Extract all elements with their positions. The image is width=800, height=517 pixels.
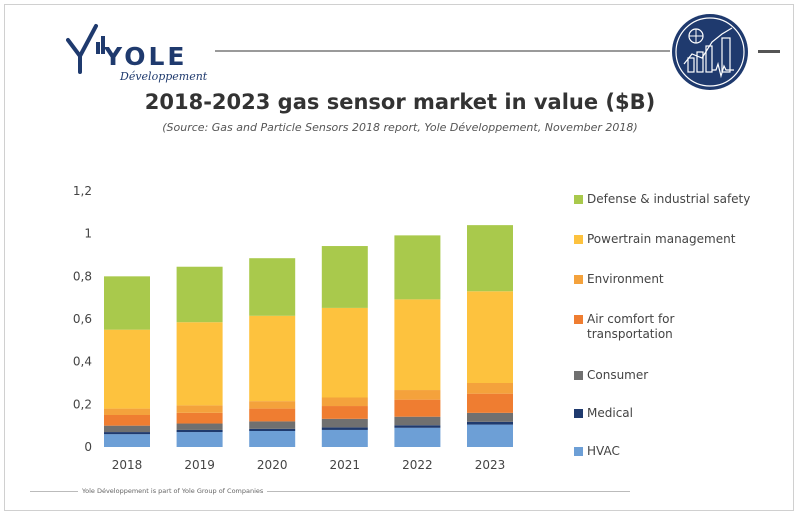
bar-segment-consumer-2023 xyxy=(467,412,513,422)
legend-label: Medical xyxy=(587,406,633,420)
chart-title: 2018-2023 gas sensor market in value ($B… xyxy=(144,90,656,114)
bar-segment-medical-2019 xyxy=(176,429,223,433)
y-tick-label: 0,6 xyxy=(73,312,92,326)
bar-segment-environment-2022 xyxy=(394,390,441,400)
logo-subtitle: Développement xyxy=(120,70,208,83)
bar-segment-medical-2020 xyxy=(249,428,296,431)
x-tick-label: 2018 xyxy=(112,458,143,472)
legend-label: Powertrain management xyxy=(587,232,736,246)
bar-segment-defense-industrial-safety-2019 xyxy=(176,266,223,323)
bar-segment-consumer-2022 xyxy=(394,416,441,426)
footer-text: Yole Développement is part of Yole Group… xyxy=(78,487,268,495)
chart-subtitle: (Source: Gas and Particle Sensors 2018 r… xyxy=(162,121,638,134)
legend-item: Environment xyxy=(574,272,757,287)
bar-segment-environment-2021 xyxy=(321,397,368,407)
bar-segment-environment-2019 xyxy=(176,405,223,413)
bar-segment-powertrain-management-2018 xyxy=(104,329,150,409)
footer-divider xyxy=(30,491,630,492)
bar-segment-environment-2020 xyxy=(249,401,296,409)
legend-swatch xyxy=(574,195,583,204)
bar-segment-medical-2021 xyxy=(321,427,368,430)
legend-swatch xyxy=(574,371,583,380)
slide-frame xyxy=(4,4,794,511)
bar-segment-hvac-2018 xyxy=(104,434,150,447)
yole-logo: YOLE Développement xyxy=(66,20,208,83)
legend-item: Defense & industrial safety xyxy=(574,192,757,207)
bar-segment-defense-industrial-safety-2018 xyxy=(104,276,150,330)
legend-swatch xyxy=(574,447,583,456)
bar-segment-defense-industrial-safety-2023 xyxy=(467,225,513,292)
legend-label: HVAC xyxy=(587,444,620,458)
bar-segment-air-comfort-for-transportation-2021 xyxy=(321,406,368,419)
bar-segment-powertrain-management-2021 xyxy=(321,307,368,398)
bar-segment-air-comfort-for-transportation-2022 xyxy=(394,399,441,417)
yole-logo-icon xyxy=(66,24,105,74)
bar-segment-hvac-2023 xyxy=(467,424,513,447)
x-tick-label: 2020 xyxy=(257,458,288,472)
legend-item: Medical xyxy=(574,406,757,421)
legend-item: Consumer xyxy=(574,368,757,383)
bar-segment-powertrain-management-2019 xyxy=(176,322,223,406)
y-tick-label: 0,8 xyxy=(73,269,92,283)
y-tick-label: 1,2 xyxy=(73,184,92,198)
y-tick-label: 0,2 xyxy=(73,397,92,411)
x-tick-label: 2021 xyxy=(330,458,361,472)
bar-segment-consumer-2019 xyxy=(176,423,223,430)
x-tick-label: 2019 xyxy=(184,458,215,472)
bar-segment-medical-2018 xyxy=(104,432,150,435)
market-chart-badge-icon xyxy=(675,17,745,87)
bar-segment-defense-industrial-safety-2021 xyxy=(321,246,368,308)
legend-label: Consumer xyxy=(587,368,649,382)
bar-segment-environment-2023 xyxy=(467,383,513,394)
bar-segment-air-comfort-for-transportation-2023 xyxy=(467,393,513,413)
logo-name: YOLE xyxy=(104,42,188,71)
bar-segment-hvac-2020 xyxy=(249,431,296,447)
legend-swatch xyxy=(574,235,583,244)
market-chart-badge xyxy=(672,14,748,90)
bar-segment-consumer-2018 xyxy=(104,425,150,433)
bar-segment-consumer-2021 xyxy=(321,418,368,428)
legend-label: Environment xyxy=(587,272,664,286)
legend-item: HVAC xyxy=(574,444,757,459)
legend-label: Defense & industrial safety xyxy=(587,192,751,206)
legend-swatch xyxy=(574,409,583,418)
bar-segment-defense-industrial-safety-2020 xyxy=(249,258,296,316)
bar-segment-powertrain-management-2020 xyxy=(249,315,296,402)
x-tick-label: 2022 xyxy=(402,458,433,472)
stacked-bar-chart: 0 0,2 0,4 0,6 0,8 1 1,2 2018 2019 2020 2021 2022 202… xyxy=(73,184,513,472)
bar-segment-powertrain-management-2023 xyxy=(467,291,513,383)
bar-segment-medical-2022 xyxy=(394,425,441,428)
legend-item: Air comfort for transportation xyxy=(574,312,757,342)
legend-label: Air comfort for transportation xyxy=(587,312,675,341)
bar-segment-powertrain-management-2022 xyxy=(394,299,441,391)
bar-segment-environment-2018 xyxy=(104,408,150,415)
bar-segment-hvac-2021 xyxy=(321,429,368,447)
y-tick-label: 0 xyxy=(84,440,92,454)
legend-swatch xyxy=(574,315,583,324)
bar-segment-hvac-2019 xyxy=(176,432,223,447)
bar-segment-medical-2023 xyxy=(467,421,513,425)
bar-segment-consumer-2020 xyxy=(249,421,296,429)
bar-segment-defense-industrial-safety-2022 xyxy=(394,235,441,300)
x-tick-label: 2023 xyxy=(475,458,506,472)
bar-segment-air-comfort-for-transportation-2020 xyxy=(249,408,296,422)
bar-segment-air-comfort-for-transportation-2019 xyxy=(176,412,223,424)
header-divider xyxy=(215,50,670,52)
bar-segment-air-comfort-for-transportation-2018 xyxy=(104,415,150,426)
header-divider-end xyxy=(758,50,780,53)
legend-swatch xyxy=(574,275,583,284)
legend-item: Powertrain management xyxy=(574,232,757,247)
bar-segment-hvac-2022 xyxy=(394,427,441,447)
y-tick-label: 1 xyxy=(84,227,92,241)
y-tick-label: 0,4 xyxy=(73,355,92,369)
